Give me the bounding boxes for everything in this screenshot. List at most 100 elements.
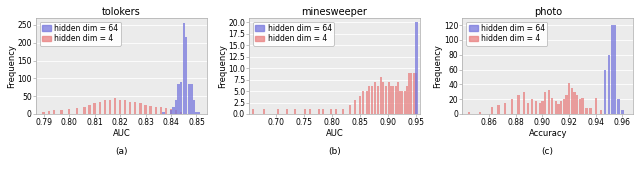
Bar bbox=[395, 86, 397, 114]
Bar bbox=[585, 108, 588, 114]
Bar bbox=[83, 107, 86, 114]
Bar bbox=[517, 95, 520, 114]
Bar bbox=[371, 86, 373, 114]
Bar bbox=[68, 109, 70, 114]
Bar bbox=[385, 86, 387, 114]
Bar bbox=[560, 101, 563, 114]
Bar bbox=[93, 103, 96, 114]
Bar bbox=[175, 110, 177, 114]
Bar bbox=[388, 82, 390, 114]
Bar bbox=[565, 95, 568, 114]
Bar bbox=[589, 108, 591, 114]
Y-axis label: Frequency: Frequency bbox=[7, 44, 16, 88]
Bar bbox=[129, 102, 131, 114]
Bar bbox=[150, 106, 152, 114]
Bar bbox=[359, 96, 361, 114]
Bar bbox=[579, 99, 581, 114]
Bar bbox=[185, 37, 188, 114]
Bar bbox=[557, 104, 559, 114]
Bar bbox=[408, 73, 410, 114]
Bar bbox=[479, 112, 481, 114]
Text: (b): (b) bbox=[328, 147, 341, 156]
Bar bbox=[42, 112, 45, 114]
X-axis label: Accuracy: Accuracy bbox=[529, 128, 567, 137]
Y-axis label: Frequency: Frequency bbox=[433, 44, 442, 88]
Bar bbox=[309, 109, 312, 114]
Bar bbox=[468, 112, 470, 114]
Text: (a): (a) bbox=[115, 147, 127, 156]
Bar bbox=[600, 110, 602, 114]
Bar bbox=[415, 22, 417, 114]
Bar bbox=[611, 25, 613, 114]
Bar bbox=[277, 109, 280, 114]
Bar bbox=[568, 83, 570, 114]
Bar bbox=[401, 91, 403, 114]
Bar bbox=[286, 109, 288, 114]
Bar bbox=[119, 100, 121, 114]
Bar bbox=[323, 109, 324, 114]
Bar bbox=[88, 105, 91, 114]
Bar bbox=[162, 112, 164, 114]
Bar bbox=[497, 105, 500, 114]
Bar bbox=[522, 92, 525, 114]
Bar bbox=[573, 92, 575, 114]
Bar bbox=[170, 110, 172, 114]
Bar bbox=[140, 103, 141, 114]
Title: minesweeper: minesweeper bbox=[301, 7, 367, 17]
Bar bbox=[104, 100, 106, 114]
Bar bbox=[410, 73, 412, 114]
Bar bbox=[534, 101, 537, 114]
Bar bbox=[595, 98, 597, 114]
Title: tolokers: tolokers bbox=[102, 7, 141, 17]
Bar bbox=[538, 103, 541, 114]
Bar bbox=[570, 88, 573, 114]
Bar bbox=[335, 109, 337, 114]
Bar bbox=[52, 110, 55, 114]
Bar bbox=[47, 111, 50, 114]
Bar bbox=[60, 110, 63, 114]
Bar bbox=[531, 99, 533, 114]
Legend: hidden dim = 64, hidden dim = 4: hidden dim = 64, hidden dim = 4 bbox=[40, 21, 121, 46]
Bar bbox=[399, 91, 401, 114]
Bar bbox=[390, 86, 392, 114]
Bar bbox=[548, 90, 550, 114]
Bar bbox=[76, 108, 78, 114]
Bar bbox=[134, 102, 136, 114]
Bar bbox=[613, 25, 616, 114]
Bar bbox=[544, 92, 547, 114]
Title: photo: photo bbox=[534, 7, 562, 17]
Bar bbox=[554, 101, 557, 114]
Bar bbox=[415, 73, 417, 114]
Bar bbox=[252, 109, 254, 114]
Bar bbox=[362, 91, 364, 114]
Bar bbox=[374, 82, 376, 114]
X-axis label: AUC: AUC bbox=[326, 128, 344, 137]
Bar bbox=[145, 105, 147, 114]
Bar bbox=[511, 99, 513, 114]
Bar bbox=[182, 23, 185, 114]
Bar bbox=[504, 103, 506, 114]
Bar bbox=[180, 82, 182, 114]
Bar bbox=[369, 86, 371, 114]
Bar bbox=[413, 73, 415, 114]
Bar bbox=[621, 110, 623, 114]
Bar bbox=[190, 84, 193, 114]
Bar bbox=[576, 95, 579, 114]
Bar bbox=[124, 100, 126, 114]
Bar bbox=[109, 100, 111, 114]
Bar bbox=[155, 107, 157, 114]
Bar bbox=[175, 100, 177, 114]
Bar bbox=[177, 84, 180, 114]
Bar bbox=[263, 109, 266, 114]
Bar bbox=[581, 98, 584, 114]
Bar bbox=[342, 109, 344, 114]
Legend: hidden dim = 64, hidden dim = 4: hidden dim = 64, hidden dim = 4 bbox=[466, 21, 547, 46]
Bar bbox=[170, 109, 172, 114]
Bar bbox=[330, 109, 332, 114]
Bar bbox=[318, 109, 321, 114]
Bar bbox=[172, 107, 175, 114]
Bar bbox=[377, 86, 379, 114]
Bar bbox=[397, 82, 399, 114]
Bar bbox=[608, 55, 611, 114]
Bar bbox=[195, 112, 198, 114]
